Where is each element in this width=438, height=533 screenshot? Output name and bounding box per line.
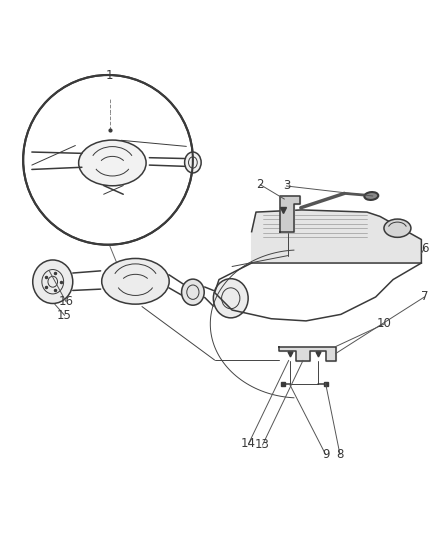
Circle shape <box>23 75 193 245</box>
Ellipse shape <box>185 152 201 173</box>
Ellipse shape <box>213 279 248 318</box>
Ellipse shape <box>384 219 411 237</box>
Polygon shape <box>280 196 300 232</box>
Text: 3: 3 <box>283 180 290 192</box>
Text: 7: 7 <box>420 290 428 303</box>
Text: 8: 8 <box>336 448 344 461</box>
Text: 13: 13 <box>255 439 270 451</box>
Polygon shape <box>252 210 421 263</box>
Text: 14: 14 <box>241 437 256 450</box>
Text: 1: 1 <box>106 69 113 82</box>
Ellipse shape <box>79 140 146 186</box>
Text: 2: 2 <box>257 178 264 191</box>
Text: 16: 16 <box>58 295 73 308</box>
Ellipse shape <box>364 192 378 200</box>
Text: 6: 6 <box>420 242 428 255</box>
Ellipse shape <box>182 279 204 305</box>
Text: 15: 15 <box>57 309 72 322</box>
Ellipse shape <box>33 260 73 303</box>
Text: 10: 10 <box>377 318 392 330</box>
Ellipse shape <box>102 259 169 304</box>
Polygon shape <box>279 346 336 360</box>
Text: 9: 9 <box>322 448 329 461</box>
